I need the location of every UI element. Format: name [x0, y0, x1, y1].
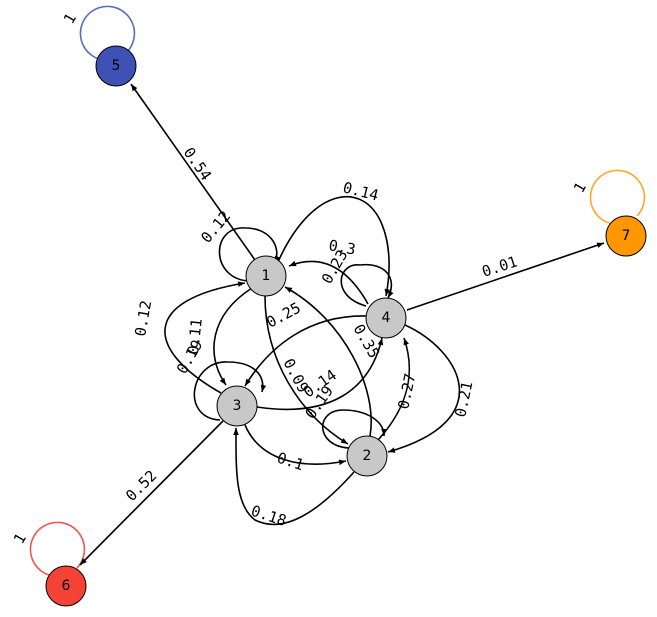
edge-6-6	[29, 521, 86, 577]
edge-2-2	[321, 409, 387, 449]
edge-4-1	[288, 260, 369, 305]
node-6-circle	[45, 565, 87, 607]
edge-labels: 0.12 0.54 0.14 0.11 0.09 0.19 0.35 0.27 …	[10, 10, 590, 547]
edge-3-4	[256, 337, 384, 411]
nodes: 1 2 3 4 5 6 7	[45, 45, 647, 607]
node-5-label: 5	[112, 58, 121, 74]
node-7[interactable]: 7	[605, 215, 647, 257]
edge-3-2	[244, 424, 347, 466]
node-5[interactable]: 5	[95, 45, 137, 87]
node-6-label: 6	[62, 578, 71, 594]
node-3[interactable]: 3	[216, 385, 258, 427]
node-2[interactable]: 2	[346, 435, 388, 477]
edges	[29, 5, 646, 577]
node-4[interactable]: 4	[365, 297, 407, 339]
node-1[interactable]: 1	[245, 255, 287, 297]
edge-1-4	[277, 196, 391, 297]
edge-3-3	[193, 361, 267, 421]
edge-label-7-7: 1	[570, 179, 590, 196]
edge-1-5	[130, 83, 256, 261]
edge-label-2-3: 0.18	[249, 502, 289, 530]
node-2-label: 2	[363, 448, 372, 464]
edge-4-2	[387, 324, 461, 453]
node-4-circle	[365, 297, 407, 339]
edge-label-1-1: 0.12	[197, 207, 234, 246]
edge-label-4-2: 0.21	[451, 380, 476, 419]
edge-label-3-6: 0.52	[122, 467, 160, 505]
edge-1-1	[218, 227, 281, 282]
node-7-circle	[605, 215, 647, 257]
edge-2-1	[284, 286, 372, 437]
node-2-circle	[346, 435, 388, 477]
edge-4-4	[340, 263, 394, 307]
edge-label-3-1: 0.12	[131, 299, 155, 338]
edge-2-4	[377, 337, 411, 441]
node-1-circle	[245, 255, 287, 297]
edge-label-2-4: 0.27	[394, 372, 419, 411]
node-5-circle	[95, 45, 137, 87]
edge-label-1-3: 0.11	[184, 318, 206, 356]
edge-label-6-6: 1	[10, 530, 30, 547]
edge-4-7	[406, 242, 605, 311]
edge-label-4-3: 0.25	[263, 299, 303, 332]
node-3-label: 3	[233, 398, 242, 414]
edge-label-3-2: 0.1	[275, 449, 306, 474]
node-3-circle	[216, 385, 258, 427]
edge-1-2	[264, 295, 349, 445]
edge-label-4-7: 0.01	[480, 253, 520, 281]
node-1-label: 1	[262, 268, 271, 284]
edge-3-6	[79, 420, 224, 566]
edge-label-1-4: 0.14	[341, 178, 380, 204]
edge-1-3	[213, 287, 253, 386]
edge-label-5-5: 1	[60, 10, 80, 27]
edge-2-3	[233, 427, 355, 526]
edge-5-5	[79, 5, 136, 61]
edge-3-1	[164, 281, 246, 394]
node-7-label: 7	[622, 228, 631, 244]
edge-7-7	[589, 169, 646, 225]
node-4-label: 4	[382, 310, 391, 326]
node-6[interactable]: 6	[45, 565, 87, 607]
edge-label-1-5: 0.54	[180, 144, 215, 184]
edge-label-4-1: 0.3	[327, 236, 357, 258]
edge-4-3	[244, 315, 367, 387]
